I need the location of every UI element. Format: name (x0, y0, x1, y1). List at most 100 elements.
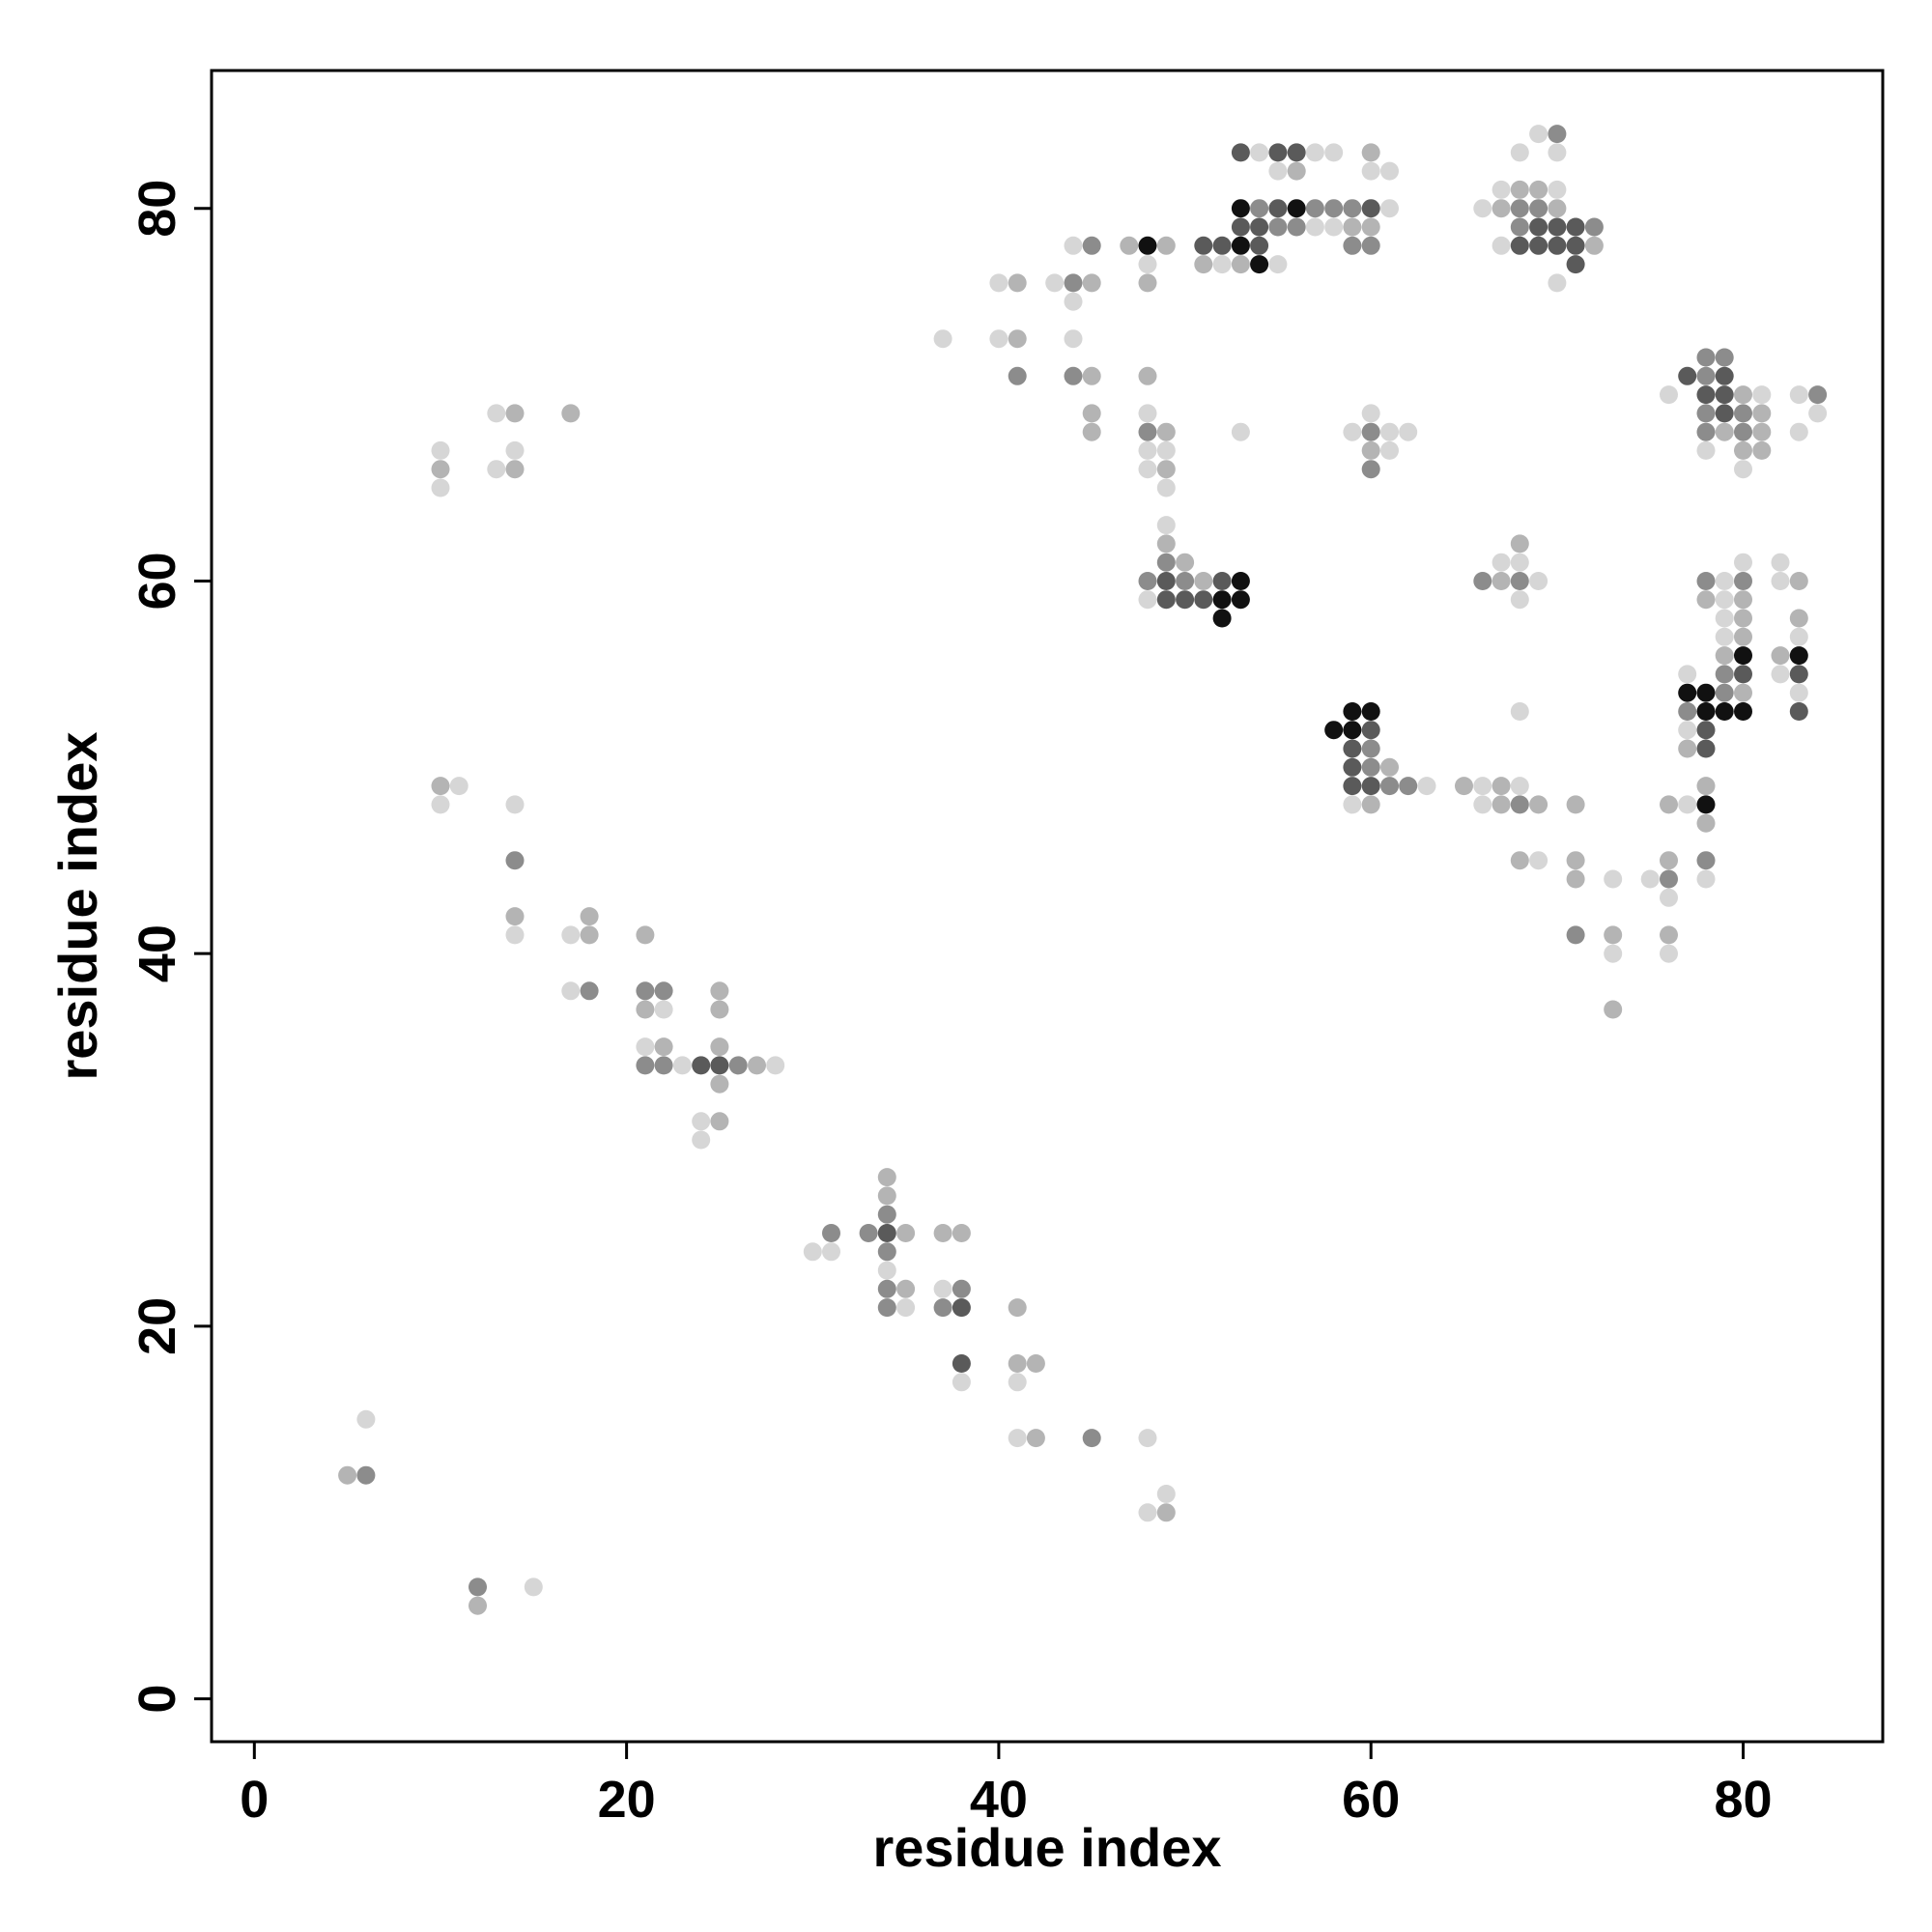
contact-point (1176, 553, 1195, 572)
contact-point (1715, 665, 1734, 684)
contact-point (1361, 161, 1380, 181)
contact-point (1473, 199, 1492, 218)
contact-point (1678, 739, 1697, 758)
contact-point (1380, 777, 1399, 796)
x-tick-label: 80 (1714, 1771, 1772, 1829)
contact-point (1660, 869, 1678, 889)
contact-point (1008, 1429, 1027, 1448)
contact-point (1789, 646, 1808, 666)
contact-point (1696, 590, 1716, 610)
contact-point (1194, 572, 1213, 590)
data-points (338, 125, 1828, 1615)
contact-point (1696, 813, 1716, 833)
contact-point (1194, 255, 1213, 274)
contact-point (1566, 795, 1585, 814)
contact-point (1660, 888, 1678, 907)
contact-point (1696, 422, 1716, 441)
contact-point (1696, 366, 1716, 385)
contact-point (1808, 404, 1828, 423)
contact-point (1361, 739, 1380, 758)
contact-point (505, 460, 525, 479)
contact-point (1064, 273, 1083, 293)
contact-point (1250, 217, 1269, 237)
contact-point (1138, 404, 1157, 423)
contact-point (1789, 665, 1808, 684)
contact-point (580, 907, 599, 926)
contact-point (1026, 1429, 1045, 1448)
contact-point (469, 1596, 487, 1615)
contact-point (505, 851, 525, 870)
contact-point (1082, 273, 1101, 293)
contact-point (877, 1205, 896, 1224)
contact-point (431, 795, 450, 814)
contact-point (822, 1242, 840, 1262)
contact-point (1715, 572, 1734, 590)
contact-point (1696, 404, 1716, 423)
contact-point (1343, 217, 1362, 237)
contact-point (933, 1298, 952, 1318)
contact-point (952, 1373, 971, 1392)
contact-point (710, 1112, 729, 1131)
contact-point (952, 1354, 971, 1373)
contact-point (1138, 1503, 1157, 1522)
contact-point (1696, 869, 1716, 889)
contact-point (1361, 721, 1380, 740)
contact-point (1026, 1354, 1045, 1373)
contact-point (1789, 385, 1808, 405)
contact-point (1529, 572, 1548, 590)
contact-point (1771, 553, 1790, 572)
contact-point (1231, 255, 1250, 274)
contact-point (1678, 795, 1697, 814)
contact-point (1380, 757, 1399, 777)
contact-point (1268, 199, 1288, 218)
contact-point (1734, 609, 1752, 628)
contact-point (1548, 143, 1567, 162)
contact-point (1696, 348, 1716, 367)
contact-point (1604, 1000, 1623, 1019)
contact-point (1604, 925, 1623, 945)
contact-point (1082, 366, 1101, 385)
contact-point (1678, 366, 1697, 385)
contact-point (1734, 422, 1752, 441)
contact-point (1212, 255, 1232, 274)
contact-point (1138, 572, 1157, 590)
contact-point (1156, 516, 1176, 535)
contact-point (1510, 572, 1529, 590)
contact-point (1008, 1354, 1027, 1373)
contact-point (822, 1224, 840, 1242)
contact-point (1734, 440, 1752, 460)
y-axis-label: residue index (47, 731, 108, 1080)
contact-point (710, 1074, 729, 1094)
contact-point (859, 1224, 878, 1242)
contact-point (952, 1224, 971, 1242)
contact-point (1715, 366, 1734, 385)
contact-point (1156, 236, 1176, 255)
contact-point (1473, 777, 1492, 796)
contact-point (933, 1224, 952, 1242)
contact-point (1715, 348, 1734, 367)
x-tick-label: 40 (970, 1771, 1028, 1829)
contact-point (1660, 944, 1678, 963)
contact-point (1510, 199, 1529, 218)
contact-point (896, 1298, 916, 1318)
contact-point (1696, 440, 1716, 460)
contact-point (1231, 199, 1250, 218)
contact-point (1734, 683, 1752, 702)
contact-point (1734, 385, 1752, 405)
contact-point (431, 777, 450, 796)
contact-point (1715, 702, 1734, 721)
contact-point (1268, 255, 1288, 274)
contact-point (1380, 440, 1399, 460)
contact-point (1771, 665, 1790, 684)
contact-point (672, 1056, 692, 1075)
contact-point (1361, 143, 1380, 162)
contact-point (1492, 572, 1511, 590)
contact-point (1752, 404, 1772, 423)
contact-point (1305, 199, 1324, 218)
contact-point (636, 1037, 655, 1057)
contact-point (1696, 385, 1716, 405)
contact-point (1548, 273, 1567, 293)
contact-point (1604, 869, 1623, 889)
contact-point (1343, 795, 1362, 814)
x-axis-label: residue index (872, 1817, 1221, 1878)
